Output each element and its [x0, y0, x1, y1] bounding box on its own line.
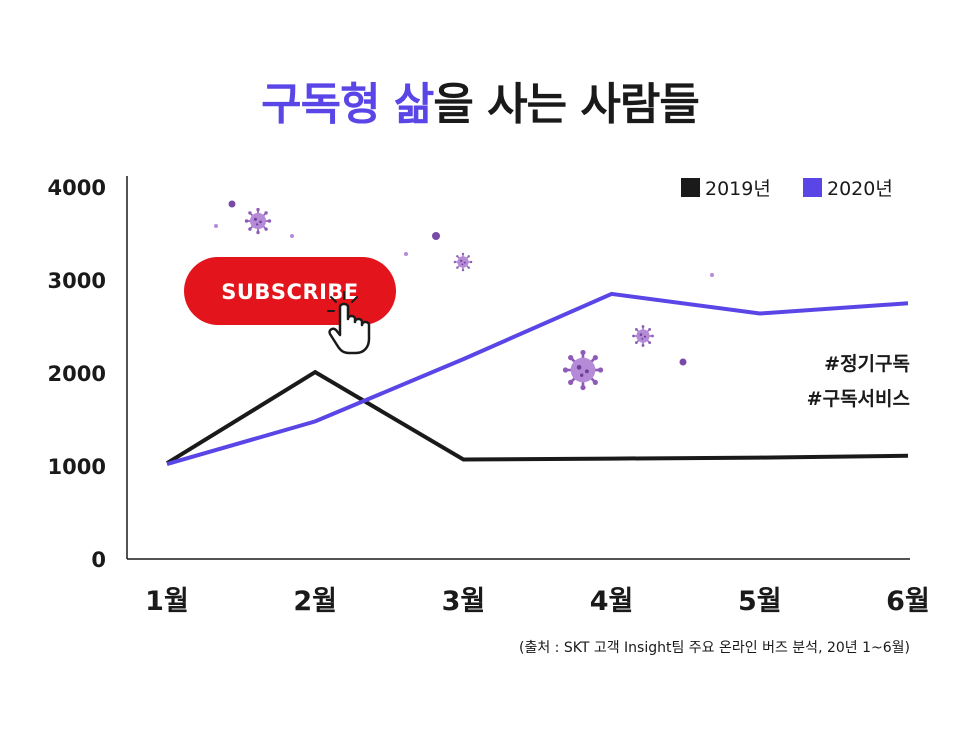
legend-swatch-2020 — [803, 178, 822, 197]
virus-dot — [404, 252, 408, 256]
virus-dot — [214, 224, 218, 228]
virus-dot — [710, 273, 714, 277]
virus-dot — [679, 358, 687, 366]
series-line-2019 — [165, 369, 909, 465]
x-tick-label: 2월 — [293, 586, 337, 617]
subscribe-label: SUBSCRIBE — [221, 280, 359, 304]
virus-icon — [561, 348, 605, 392]
legend-label-2019: 2019년 — [705, 178, 771, 200]
x-tick-label: 1월 — [145, 586, 189, 617]
y-tick-label: 1000 — [48, 455, 106, 479]
legend-swatch-2019 — [681, 178, 700, 197]
x-tick-label: 4월 — [590, 586, 634, 617]
y-tick-labels: 0 1000 2000 3000 4000 — [48, 176, 106, 572]
page-title: 구독형 삶을 사는 사람들 — [0, 68, 960, 132]
series-line-2020 — [166, 291, 909, 467]
virus-dot — [228, 200, 236, 208]
x-tick-label: 5월 — [738, 586, 782, 617]
subscribe-button[interactable]: SUBSCRIBE — [184, 257, 396, 325]
x-tick-label: 6월 — [886, 586, 930, 617]
title-rest: 을 사는 사람들 — [433, 79, 700, 130]
hashtag: #구독서비스 — [807, 388, 910, 410]
virus-icon — [453, 252, 473, 272]
virus-icon — [631, 324, 655, 348]
x-tick-labels: 1월 2월 3월 4월 5월 6월 — [145, 586, 930, 617]
y-tick-label: 4000 — [48, 176, 106, 200]
x-tick-label: 3월 — [442, 586, 486, 617]
y-tick-label: 3000 — [48, 269, 106, 293]
source-note: (출처 : SKT 고객 Insight팀 주요 온라인 버즈 분석, 20년 … — [519, 640, 910, 656]
y-tick-label: 0 — [91, 548, 106, 572]
y-tick-label: 2000 — [48, 362, 106, 386]
legend: 2019년 2020년 — [681, 178, 893, 200]
pointer-hand-icon — [327, 291, 371, 355]
virus-dot — [432, 232, 440, 240]
virus-dot — [290, 234, 294, 238]
title-highlight: 구독형 삶 — [261, 79, 434, 130]
virus-icon — [243, 206, 273, 236]
hashtag: #정기구독 — [824, 353, 910, 375]
legend-label-2020: 2020년 — [827, 178, 893, 200]
